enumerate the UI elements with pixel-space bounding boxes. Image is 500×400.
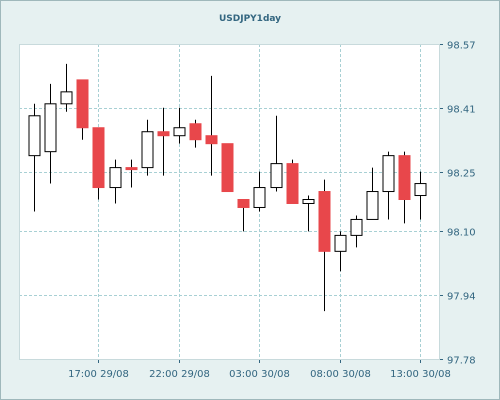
candle — [60, 63, 73, 112]
candle-body-up — [270, 163, 283, 189]
candle — [318, 179, 331, 312]
candle-body-down — [157, 131, 170, 137]
candle — [157, 107, 170, 176]
candle-body-up — [173, 127, 186, 137]
candle — [92, 127, 105, 200]
candle — [44, 83, 57, 184]
candle-body-down — [189, 123, 202, 141]
candle-body-up — [366, 191, 379, 220]
candle-body-up — [44, 103, 57, 153]
candle — [205, 75, 218, 176]
candle — [189, 119, 202, 148]
candle-body-up — [350, 218, 363, 236]
candle-body-up — [253, 187, 266, 208]
candle-body-up — [28, 115, 41, 157]
y-tick-label: 98.25 — [447, 169, 476, 180]
x-tick-label: 22:00 29/08 — [149, 369, 210, 380]
candle — [221, 143, 234, 193]
candle-body-down — [125, 167, 138, 171]
candle — [366, 167, 379, 220]
candle-body-down — [221, 143, 234, 193]
chart-title: USDJPY1day — [219, 14, 281, 24]
x-tick-label: 03:00 30/08 — [229, 369, 290, 380]
candle-body-down — [237, 199, 250, 208]
candle-body-up — [141, 131, 154, 169]
candle — [173, 107, 186, 144]
candle — [302, 195, 315, 232]
candle — [382, 151, 395, 220]
x-tick-label: 13:00 30/08 — [390, 369, 451, 380]
candle-body-up — [334, 234, 347, 252]
candle-body-down — [286, 163, 299, 204]
plot-border — [19, 44, 440, 360]
candle — [109, 159, 122, 204]
y-tick-label: 98.41 — [447, 105, 476, 116]
candle-body-down — [205, 135, 218, 145]
candle — [350, 215, 363, 248]
candle — [125, 159, 138, 188]
candle — [270, 115, 283, 192]
x-tick-label: 08:00 30/08 — [310, 369, 371, 380]
candle — [237, 199, 250, 232]
candle-body-down — [76, 79, 89, 129]
y-tick-label: 98.10 — [447, 228, 476, 239]
candle — [28, 103, 41, 212]
candle — [286, 159, 299, 204]
y-tick-label: 98.57 — [447, 41, 476, 52]
candle-body-up — [60, 91, 73, 105]
candles — [28, 63, 427, 312]
candle-body-down — [318, 191, 331, 252]
y-tick-label: 97.78 — [447, 356, 476, 367]
candle-body-down — [398, 155, 411, 201]
candle — [76, 79, 89, 140]
y-tick-label: 97.94 — [447, 292, 476, 303]
candle-body-up — [414, 183, 427, 197]
candle — [398, 151, 411, 224]
candle — [141, 119, 154, 176]
candle-body-up — [302, 199, 315, 204]
axes: 98.57 98.41 98.25 98.10 97.94 97.78 17:00 29/0… — [19, 41, 476, 380]
candle — [414, 171, 427, 220]
candle-body-up — [382, 155, 395, 193]
candle-body-down — [92, 127, 105, 189]
candle-body-up — [109, 167, 122, 189]
x-tick-label: 17:00 29/08 — [68, 369, 129, 380]
candle — [253, 171, 266, 212]
candle — [334, 231, 347, 272]
